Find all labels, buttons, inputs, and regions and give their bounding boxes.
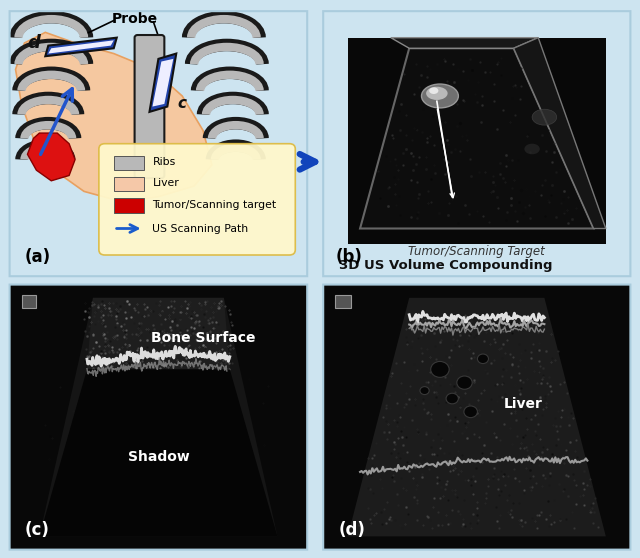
Bar — [22, 295, 36, 309]
Polygon shape — [15, 32, 212, 202]
Text: (c): (c) — [24, 521, 49, 539]
Polygon shape — [40, 298, 278, 536]
Polygon shape — [150, 54, 176, 112]
FancyBboxPatch shape — [99, 143, 295, 255]
Text: Probe: Probe — [111, 12, 157, 26]
Text: Tumor/Scanning target: Tumor/Scanning target — [152, 200, 276, 210]
Polygon shape — [40, 369, 278, 536]
Text: Ribs: Ribs — [152, 157, 176, 167]
Text: 3D US Volume Compounding: 3D US Volume Compounding — [339, 259, 553, 272]
Text: (a): (a) — [24, 248, 51, 266]
Circle shape — [420, 387, 429, 395]
Circle shape — [464, 406, 477, 417]
Circle shape — [457, 376, 472, 389]
Text: Bone Surface: Bone Surface — [151, 330, 255, 345]
Polygon shape — [87, 298, 230, 369]
Text: d: d — [27, 34, 40, 52]
Polygon shape — [514, 37, 606, 229]
Text: (d): (d) — [339, 521, 365, 539]
Text: c: c — [178, 97, 187, 112]
Ellipse shape — [532, 109, 557, 125]
Circle shape — [477, 354, 488, 364]
Ellipse shape — [422, 84, 458, 108]
Bar — [114, 198, 143, 213]
FancyBboxPatch shape — [134, 35, 164, 178]
Bar — [335, 295, 351, 309]
Ellipse shape — [524, 143, 540, 155]
Text: Liver: Liver — [152, 179, 179, 189]
Bar — [114, 177, 143, 191]
Text: US Scanning Path: US Scanning Path — [152, 224, 248, 233]
Text: Shadow: Shadow — [127, 450, 189, 464]
Text: (b): (b) — [335, 248, 362, 266]
Bar — [348, 37, 606, 244]
Polygon shape — [360, 48, 593, 229]
Text: Tumor/Scanning Target: Tumor/Scanning Target — [408, 244, 545, 258]
Polygon shape — [48, 40, 114, 54]
Polygon shape — [152, 59, 173, 107]
Bar — [114, 156, 143, 170]
Polygon shape — [28, 133, 75, 181]
Polygon shape — [45, 37, 116, 56]
Ellipse shape — [429, 88, 438, 94]
Circle shape — [446, 393, 458, 404]
Text: Liver: Liver — [504, 397, 542, 411]
Ellipse shape — [426, 86, 447, 100]
Circle shape — [431, 362, 449, 377]
Polygon shape — [348, 298, 606, 536]
Polygon shape — [391, 37, 538, 48]
